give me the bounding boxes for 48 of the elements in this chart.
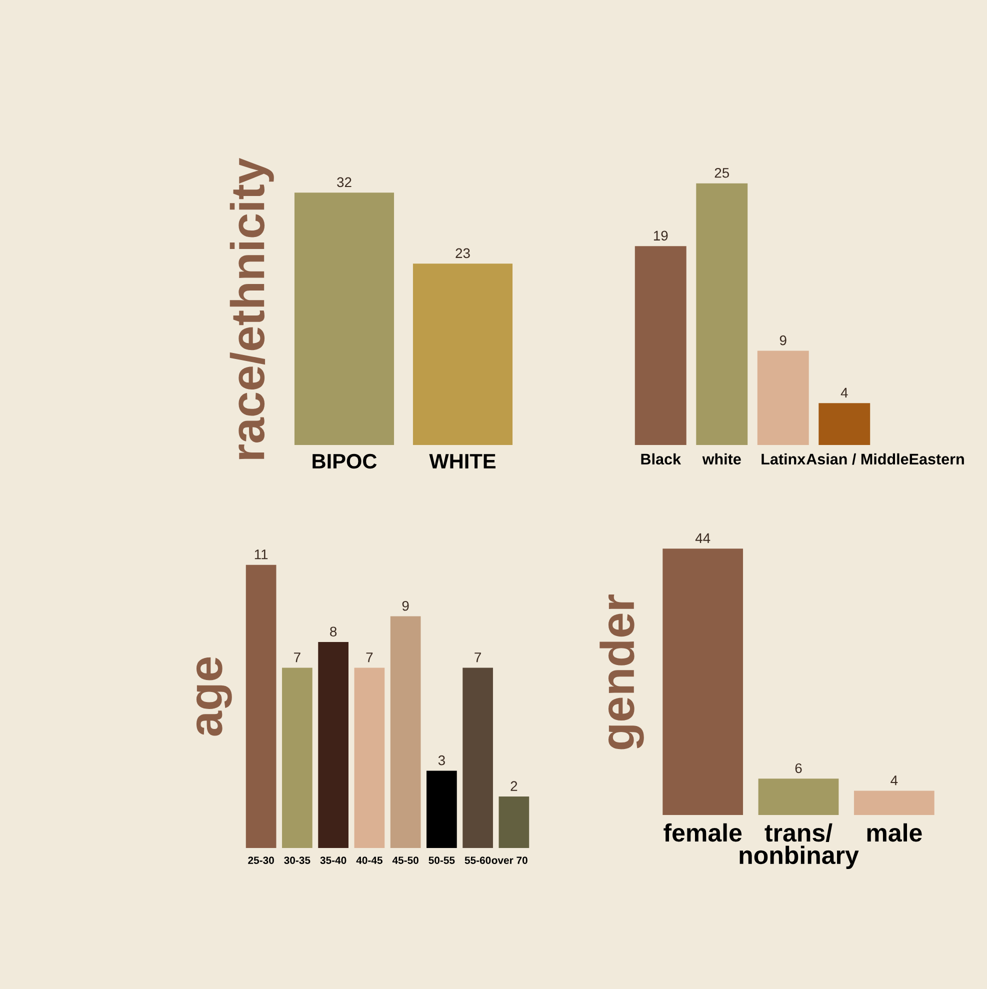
data-label: 4 [840,388,848,398]
data-label: 7 [474,652,481,662]
x-tick-label: white [702,453,741,465]
x-tick-label: 25-30 [248,856,274,864]
data-label: 19 [654,230,668,241]
x-tick-label: over 70 [492,856,528,864]
data-label: 3 [438,755,445,766]
data-label: 2 [510,781,518,791]
x-tick-label: Latinx [762,453,806,465]
x-tick-label: 35-40 [320,856,346,864]
data-label: 7 [294,652,300,662]
data-label: 8 [330,626,337,637]
x-tick-label: 50-55 [428,856,455,864]
data-label: 23 [456,248,470,258]
data-label: 25 [714,168,730,178]
y-axis-title: age [196,657,232,736]
data-label: 44 [695,533,710,543]
y-axis-title: race/ethnicity [230,158,274,460]
x-tick-label: 55-60 [464,856,491,864]
data-label: 9 [780,335,786,346]
x-tick-label: BIPOC [312,454,377,469]
data-label: 32 [337,177,352,188]
bar [818,403,870,445]
x-tick-label: 40-45 [356,856,382,864]
bar [354,668,385,848]
bar [426,770,457,848]
bar [246,564,276,848]
x-tick-label: 45-50 [392,856,418,864]
y-axis-title: gender [600,594,644,750]
x-tick-label: female [664,823,742,842]
bar [462,668,493,848]
x-tick-label: Asian / MiddleEastern [806,453,964,465]
bar [634,246,686,445]
data-label: 4 [890,776,898,786]
x-tick-label: Black [641,453,682,465]
bar [757,350,809,445]
x-tick-label: 30-35 [284,856,310,864]
bar [498,796,530,848]
data-label: 7 [366,652,373,662]
data-label: 9 [402,600,409,611]
data-label: 11 [254,550,268,560]
x-tick-label: male [867,823,922,842]
bar [282,668,312,848]
x-tick-label: WHITE [429,454,496,468]
bar [696,183,748,445]
data-label: 6 [795,763,802,774]
bar [318,642,348,848]
bar [390,616,421,848]
